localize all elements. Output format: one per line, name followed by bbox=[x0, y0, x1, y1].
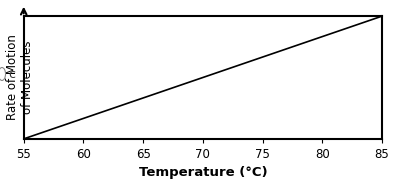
Text: c: c bbox=[8, 68, 15, 80]
Y-axis label: Rate of Motion
of Molecules: Rate of Motion of Molecules bbox=[6, 35, 34, 120]
X-axis label: Temperature (°C): Temperature (°C) bbox=[139, 166, 267, 179]
